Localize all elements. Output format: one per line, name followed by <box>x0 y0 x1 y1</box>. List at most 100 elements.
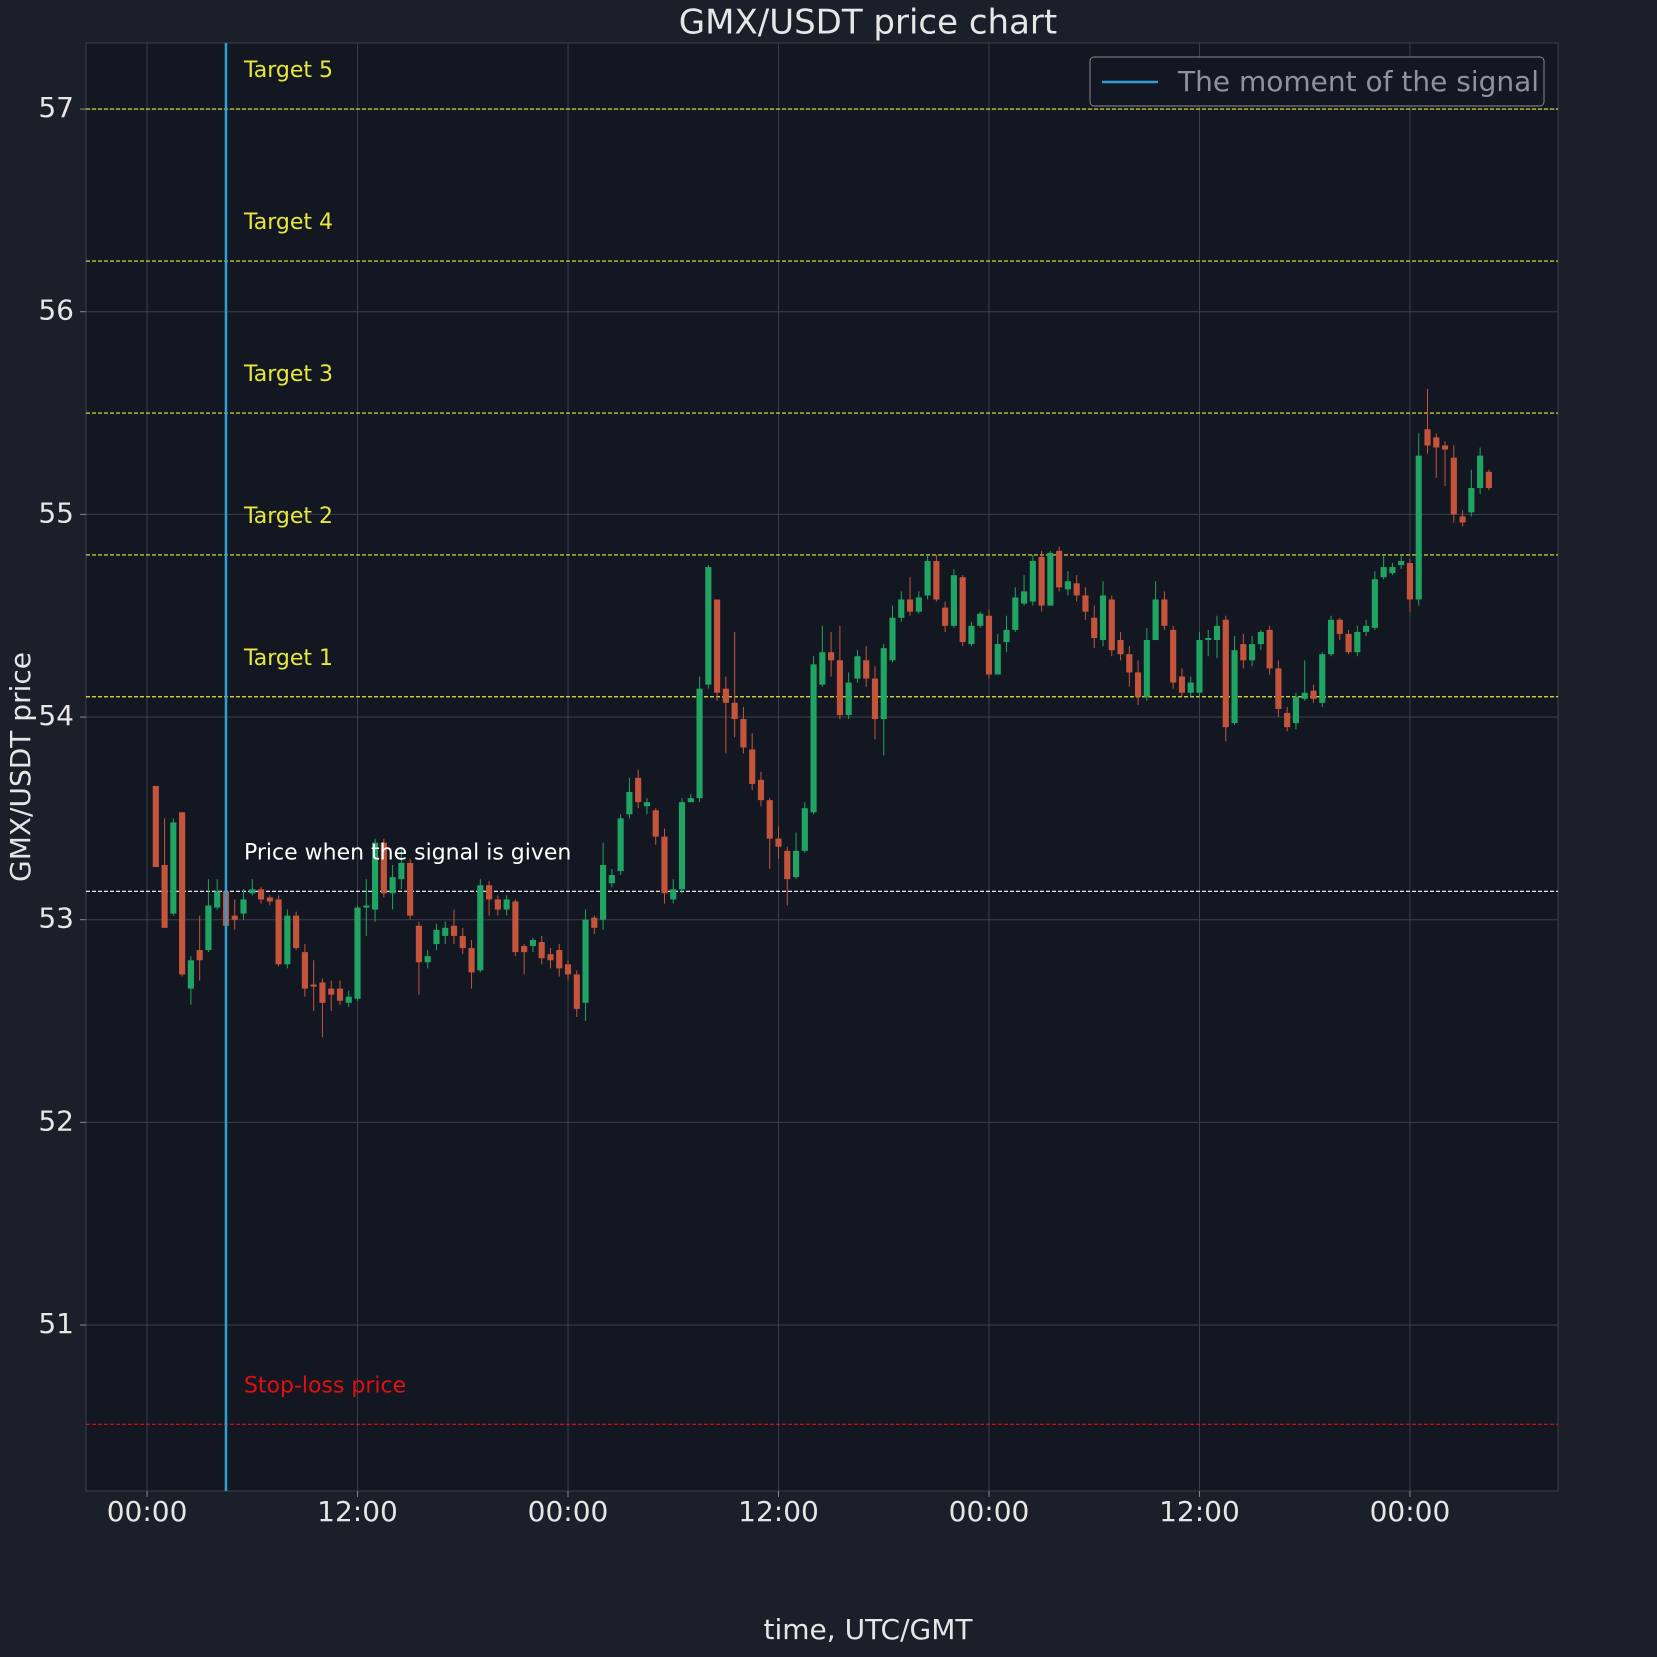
candle-body <box>740 719 747 748</box>
candle-body <box>643 802 651 807</box>
candle-body <box>310 984 317 987</box>
candle-body <box>1319 654 1326 703</box>
candle-body <box>442 927 449 936</box>
candle-body <box>1240 644 1247 661</box>
candle-body <box>486 885 493 900</box>
x-tick-label: 12:00 <box>738 1495 819 1528</box>
candle-body <box>257 889 265 900</box>
x-tick-label: 00:00 <box>949 1495 1030 1528</box>
candle-body <box>582 919 589 1003</box>
candle-body <box>179 812 186 975</box>
candle-body <box>205 905 212 951</box>
candle-body <box>924 560 931 596</box>
candle-body <box>1222 619 1229 728</box>
candle-body <box>1038 556 1045 606</box>
candle-body <box>766 800 773 839</box>
candle-body <box>363 905 370 908</box>
level-label: Target 4 <box>243 210 333 235</box>
candle-body <box>977 613 984 626</box>
candle-body <box>1231 650 1238 724</box>
candle-body <box>293 915 300 949</box>
candle-body <box>1003 629 1010 643</box>
candle-body <box>556 950 563 969</box>
candle-body <box>678 802 686 890</box>
level-label: Target 5 <box>243 58 333 83</box>
candle-body <box>573 974 580 1009</box>
candle-body <box>1389 567 1396 574</box>
y-tick-label: 51 <box>38 1307 74 1340</box>
x-tick-label: 12:00 <box>317 1495 398 1528</box>
candle-body <box>1398 560 1405 566</box>
candle-body <box>950 575 957 626</box>
x-tick-label: 12:00 <box>1159 1495 1240 1528</box>
candle-body <box>871 678 879 720</box>
candle-body <box>1178 676 1186 693</box>
candle-body <box>1249 644 1256 661</box>
candle-body <box>792 850 800 878</box>
candle-body <box>345 996 352 1003</box>
candle-body <box>1371 579 1378 628</box>
candle-body <box>1275 668 1282 709</box>
candle-body <box>1485 471 1492 489</box>
candle-body <box>1345 633 1352 653</box>
candle-body <box>1327 619 1335 655</box>
candle-body <box>784 850 791 880</box>
candle-body <box>214 891 221 908</box>
level-label: Target 2 <box>243 504 333 529</box>
y-tick-label: 57 <box>38 91 74 124</box>
candle-body <box>591 917 598 928</box>
candle-body <box>1424 429 1431 446</box>
y-tick-label: 56 <box>38 294 74 327</box>
candle-body <box>915 597 922 612</box>
candle-body <box>608 875 615 884</box>
candle-body <box>1064 581 1071 590</box>
candle-body <box>407 862 414 916</box>
candle-body <box>1099 595 1107 641</box>
candle-body <box>722 688 729 703</box>
candle-body <box>459 935 466 949</box>
grid <box>80 43 1558 1497</box>
candle-body <box>959 577 966 643</box>
candle-body <box>1213 625 1221 641</box>
chart-title: GMX/USDT price chart <box>679 3 1057 43</box>
candle-body <box>906 599 914 612</box>
candle-body <box>371 842 379 910</box>
candle-body <box>170 822 177 914</box>
candle-body <box>1091 617 1098 639</box>
candle-body <box>810 664 817 813</box>
candle-body <box>942 607 949 626</box>
candle-body <box>354 907 361 999</box>
candle-body <box>1468 488 1475 513</box>
candle-body <box>994 644 1001 675</box>
candle-body <box>1029 560 1036 602</box>
legend: The moment of the signal <box>1089 56 1545 107</box>
candle-body <box>328 988 335 995</box>
legend-label: The moment of the signal <box>1177 65 1539 98</box>
candle-body <box>1135 672 1142 697</box>
candle-body <box>152 785 159 868</box>
candle-body <box>1187 682 1194 693</box>
y-tick-label: 54 <box>38 699 74 732</box>
level-label: Price when the signal is given <box>244 840 571 865</box>
candle-body <box>503 899 510 910</box>
y-tick-label: 53 <box>38 902 74 935</box>
candle-body <box>538 941 545 959</box>
candle-body <box>1459 516 1466 523</box>
candle-body <box>1363 625 1370 632</box>
candle-body <box>1257 631 1264 645</box>
candle-body <box>398 862 405 880</box>
candle-body <box>1047 552 1054 606</box>
candle-body <box>600 864 607 920</box>
candle-body <box>424 956 431 963</box>
candle-body <box>1336 619 1343 634</box>
candle-body <box>1354 631 1361 653</box>
candle-body <box>670 889 677 900</box>
x-tick-label: 00:00 <box>528 1495 609 1528</box>
candle-body <box>512 901 519 953</box>
candle-body <box>687 798 694 803</box>
candle-body <box>933 560 940 600</box>
candle-body <box>854 656 861 679</box>
candle-body <box>477 885 484 971</box>
